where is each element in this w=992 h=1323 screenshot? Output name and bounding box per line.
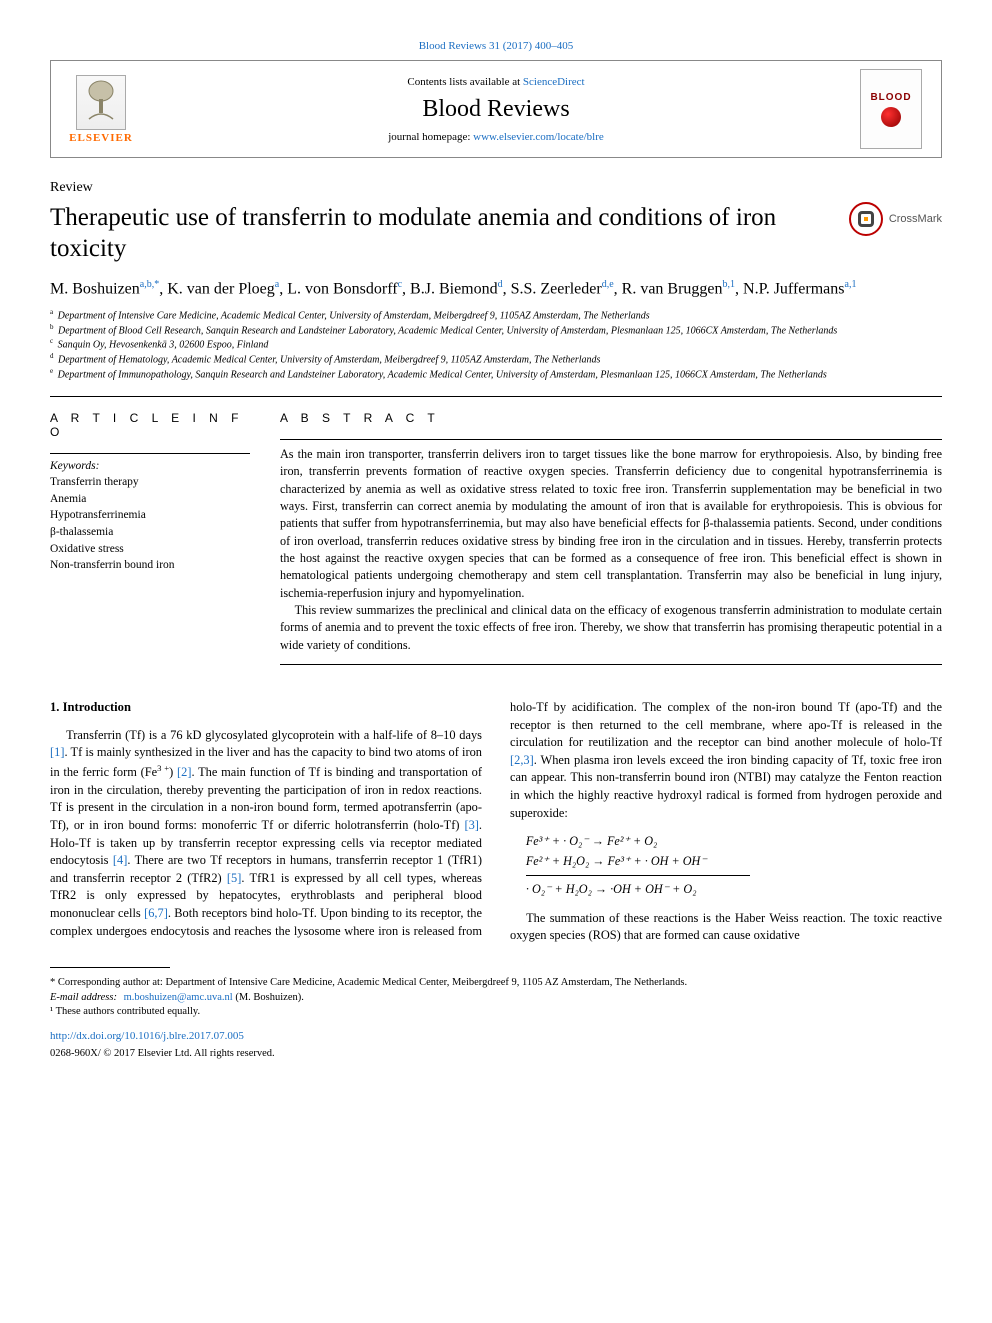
ref-5[interactable]: [5] xyxy=(227,871,241,885)
body-columns: 1. Introduction Transferrin (Tf) is a 76… xyxy=(50,699,942,945)
ref-1[interactable]: [1] xyxy=(50,745,64,759)
keyword: β-thalassemia xyxy=(50,524,250,541)
keyword: Non-transferrin bound iron xyxy=(50,557,250,574)
divider xyxy=(50,396,942,397)
article-title: Therapeutic use of transferrin to modula… xyxy=(50,202,849,265)
abstract-p2: This review summarizes the preclinical a… xyxy=(280,602,942,654)
author-1: M. Boshuizen xyxy=(50,280,140,297)
equation-1: Fe³⁺ + · O₂⁻ → Fe²⁺ + O₂ xyxy=(526,832,942,852)
abstract-divider xyxy=(280,439,942,440)
blood-drop-icon xyxy=(881,107,901,127)
equation-3: · O₂⁻ + H₂O₂ → ·OH + OH⁻ + O₂ xyxy=(526,880,942,900)
homepage-link[interactable]: www.elsevier.com/locate/blre xyxy=(473,131,604,143)
cover-label: BLOOD xyxy=(870,92,911,103)
citation-header: Blood Reviews 31 (2017) 400–405 xyxy=(50,40,942,52)
aff-d: Department of Hematology, Academic Medic… xyxy=(58,355,600,366)
author-list: M. Boshuizena,b,*, K. van der Ploega, L.… xyxy=(50,279,942,298)
ref-23[interactable]: [2,3] xyxy=(510,753,534,767)
info-divider xyxy=(50,453,250,454)
citation-text[interactable]: Blood Reviews 31 (2017) 400–405 xyxy=(419,40,574,52)
crossmark-icon xyxy=(849,202,883,236)
keyword: Anemia xyxy=(50,491,250,508)
author-5: , S.S. Zeerleder xyxy=(503,280,602,297)
ref-3[interactable]: [3] xyxy=(464,818,478,832)
aff-b: Department of Blood Cell Research, Sanqu… xyxy=(58,325,837,336)
crossmark-label: CrossMark xyxy=(889,213,942,225)
author-1-aff: a,b,* xyxy=(140,279,159,290)
author-6-aff: b,1 xyxy=(723,279,736,290)
author-5-aff: d,e xyxy=(602,279,614,290)
contents-line: Contents lists available at ScienceDirec… xyxy=(151,76,841,88)
keywords-list: Transferrin therapy Anemia Hypotransferr… xyxy=(50,474,250,574)
article-type: Review xyxy=(50,180,942,196)
footnotes: * Corresponding author at: Department of… xyxy=(50,976,942,1020)
equation-2: Fe²⁺ + H₂O₂ → Fe³⁺ + · OH + OH⁻ xyxy=(526,852,942,872)
ref-2[interactable]: [2] xyxy=(177,765,191,779)
equation-rule xyxy=(526,875,751,876)
author-7: , N.P. Juffermans xyxy=(735,280,844,297)
haber-weiss-paragraph: The summation of these reactions is the … xyxy=(510,910,942,945)
article-info: A R T I C L E I N F O Keywords: Transfer… xyxy=(50,411,250,665)
aff-c: Sanquin Oy, Hevosenkenkä 3, 02600 Espoo,… xyxy=(58,340,269,351)
section-1-heading: 1. Introduction xyxy=(50,699,482,717)
journal-homepage: journal homepage: www.elsevier.com/locat… xyxy=(151,131,841,143)
journal-banner: ELSEVIER Contents lists available at Sci… xyxy=(50,60,942,158)
aff-a: Department of Intensive Care Medicine, A… xyxy=(58,310,650,321)
abstract-heading: A B S T R A C T xyxy=(280,411,942,425)
doi-text[interactable]: http://dx.doi.org/10.1016/j.blre.2017.07… xyxy=(50,1030,244,1042)
email-label: E-mail address: xyxy=(50,992,120,1003)
abstract-p1: As the main iron transporter, transferri… xyxy=(280,446,942,602)
intro-paragraph: Transferrin (Tf) is a 76 kD glycosylated… xyxy=(50,699,942,945)
journal-cover-thumb: BLOOD xyxy=(860,69,922,149)
email-link[interactable]: m.boshuizen@amc.uva.nl xyxy=(124,992,233,1003)
abstract: A B S T R A C T As the main iron transpo… xyxy=(280,411,942,665)
author-7-aff: a,1 xyxy=(845,279,857,290)
journal-name: Blood Reviews xyxy=(151,96,841,123)
affiliations: a Department of Intensive Care Medicine,… xyxy=(50,308,942,382)
keyword: Hypotransferrinemia xyxy=(50,507,250,524)
ref-67[interactable]: [6,7] xyxy=(144,906,168,920)
copyright: 0268-960X/ © 2017 Elsevier Ltd. All righ… xyxy=(50,1048,942,1059)
article-info-heading: A R T I C L E I N F O xyxy=(50,411,250,439)
divider xyxy=(280,664,942,665)
aff-e: Department of Immunopathology, Sanquin R… xyxy=(58,369,827,380)
cover-thumb-area: BLOOD xyxy=(841,61,941,157)
corresponding-author: * Corresponding author at: Department of… xyxy=(50,976,942,991)
author-4: , B.J. Biemond xyxy=(402,280,498,297)
doi-link[interactable]: http://dx.doi.org/10.1016/j.blre.2017.07… xyxy=(50,1030,942,1042)
equal-contribution: ¹ These authors contributed equally. xyxy=(50,1005,942,1020)
contents-prefix: Contents lists available at xyxy=(407,76,522,88)
keyword: Oxidative stress xyxy=(50,541,250,558)
publisher-logo-area: ELSEVIER xyxy=(51,67,151,152)
ref-4[interactable]: [4] xyxy=(113,853,127,867)
homepage-prefix: journal homepage: xyxy=(388,131,473,143)
keywords-label: Keywords: xyxy=(50,460,250,472)
email-suffix: (M. Boshuizen). xyxy=(233,992,304,1003)
sciencedirect-link[interactable]: ScienceDirect xyxy=(523,76,585,88)
author-2: , K. van der Ploeg xyxy=(159,280,275,297)
author-3: , L. von Bonsdorff xyxy=(279,280,397,297)
equation-block: Fe³⁺ + · O₂⁻ → Fe²⁺ + O₂ Fe²⁺ + H₂O₂ → F… xyxy=(510,832,942,900)
elsevier-wordmark: ELSEVIER xyxy=(69,132,133,144)
crossmark-badge[interactable]: CrossMark xyxy=(849,202,942,236)
elsevier-tree-icon xyxy=(76,75,126,130)
author-6: , R. van Bruggen xyxy=(614,280,723,297)
keyword: Transferrin therapy xyxy=(50,474,250,491)
footnote-separator xyxy=(50,967,170,968)
